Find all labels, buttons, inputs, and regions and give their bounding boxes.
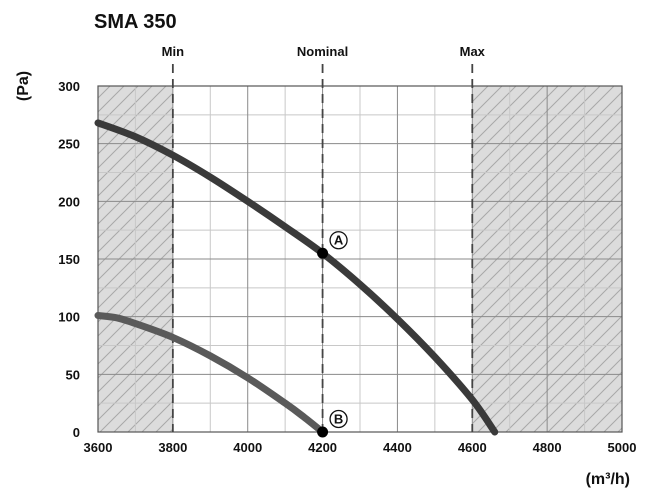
point-label-a: A bbox=[334, 233, 344, 248]
x-tick-label: 4800 bbox=[533, 440, 562, 455]
y-tick-label: 200 bbox=[58, 194, 80, 209]
y-axis-title: (Pa) bbox=[15, 71, 32, 101]
plot-frame bbox=[97, 85, 623, 433]
x-tick-label: 4600 bbox=[458, 440, 487, 455]
point-label-b: B bbox=[334, 412, 343, 427]
y-tick-label: 0 bbox=[73, 425, 80, 440]
y-tick-label: 250 bbox=[58, 137, 80, 152]
x-tick-label: 4400 bbox=[383, 440, 412, 455]
y-tick-label: 300 bbox=[58, 79, 80, 94]
x-tick-label: 3800 bbox=[158, 440, 187, 455]
ref-label-nominal: Nominal bbox=[297, 44, 348, 59]
ref-label-max: Max bbox=[460, 44, 486, 59]
series-line-0 bbox=[94, 119, 499, 436]
y-tick-label: 50 bbox=[66, 367, 80, 382]
x-tick-label: 4000 bbox=[233, 440, 262, 455]
x-tick-label: 4200 bbox=[308, 440, 337, 455]
y-tick-label: 150 bbox=[58, 252, 80, 267]
ref-label-min: Min bbox=[162, 44, 184, 59]
x-axis-title: (m³/h) bbox=[586, 471, 630, 488]
point-marker-circle-a bbox=[329, 231, 348, 250]
x-tick-label: 3600 bbox=[84, 440, 113, 455]
y-tick-label: 100 bbox=[58, 310, 80, 325]
data-point-b bbox=[317, 426, 329, 438]
chart-title: SMA 350 bbox=[94, 11, 177, 33]
x-tick-label: 5000 bbox=[608, 440, 637, 455]
point-marker-circle-b bbox=[329, 409, 348, 429]
series-line-1 bbox=[94, 312, 327, 436]
data-point-a bbox=[317, 247, 329, 259]
plot-area: Min Nominal Max 3600 3800 4000 4200 4400 4600 480… bbox=[58, 44, 636, 455]
